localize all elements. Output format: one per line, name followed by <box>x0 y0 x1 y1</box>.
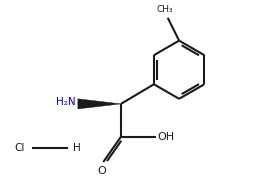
Text: H₂N: H₂N <box>56 97 75 107</box>
Text: O: O <box>98 166 106 176</box>
Polygon shape <box>78 99 121 109</box>
Text: CH₃: CH₃ <box>157 5 173 14</box>
Text: OH: OH <box>158 132 175 142</box>
Text: H: H <box>73 143 81 153</box>
Text: Cl: Cl <box>15 143 25 153</box>
